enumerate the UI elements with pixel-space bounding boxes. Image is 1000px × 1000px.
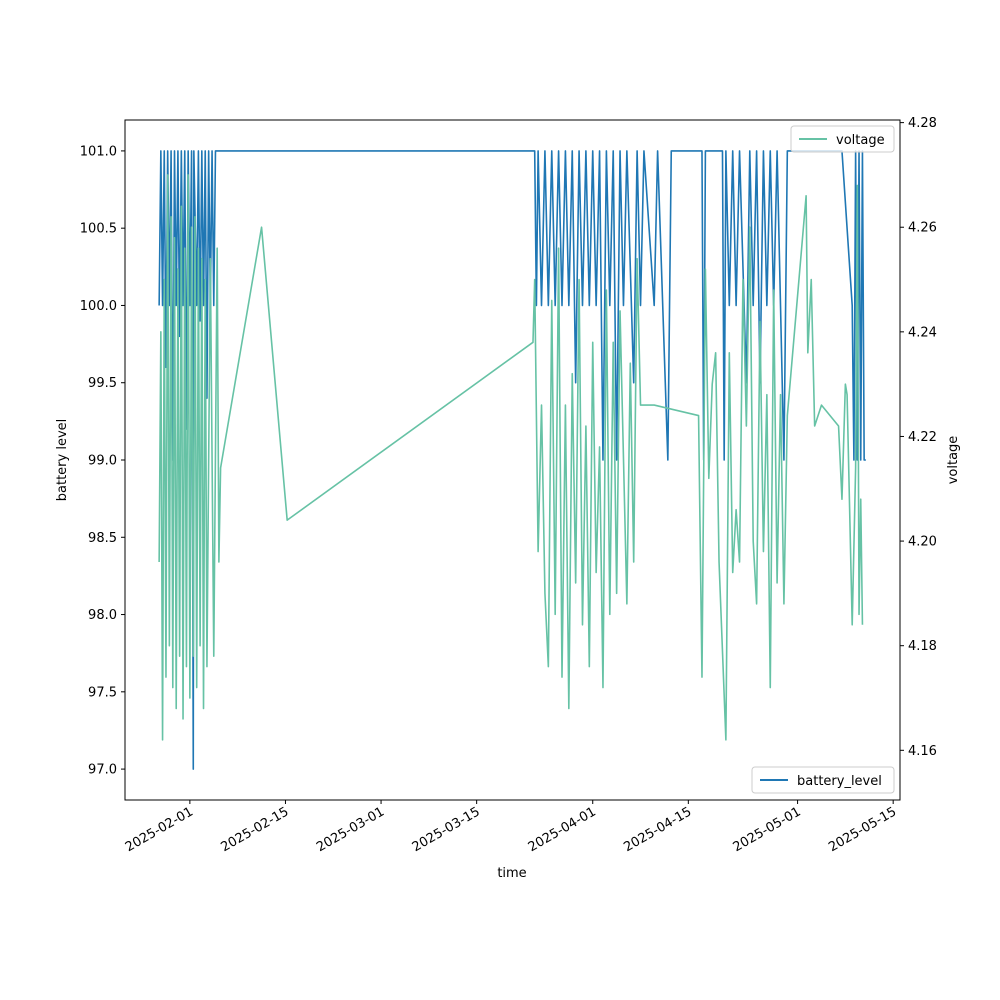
series-line-voltage xyxy=(158,174,864,741)
right-y-tick-label: 4.18 xyxy=(908,639,937,654)
right-y-tick-label: 4.22 xyxy=(908,430,937,445)
legend-voltage-box xyxy=(790,125,895,153)
left-y-tick-label: 97.5 xyxy=(88,685,117,700)
left-y-tick-label: 100.5 xyxy=(80,222,117,237)
right-y-axis: 4.16 4.18 4.20 4.22 4.24 4.26 4.28 xyxy=(900,116,937,759)
right-y-tick-label: 4.20 xyxy=(908,535,937,550)
left-y-tick-label: 100.0 xyxy=(80,299,117,314)
series-layer xyxy=(158,150,866,770)
left-y-tick-label: 98.5 xyxy=(88,531,117,546)
left-y-axis-title: battery level xyxy=(55,419,70,502)
right-y-tick-label: 4.26 xyxy=(908,221,937,236)
left-y-tick-label: 99.5 xyxy=(88,376,117,391)
legend-voltage-label: voltage xyxy=(836,133,885,148)
left-y-tick-label: 98.0 xyxy=(88,608,117,623)
left-y-tick-label: 99.0 xyxy=(88,454,117,469)
left-y-tick-label: 101.0 xyxy=(80,144,117,159)
right-y-tick-label: 4.16 xyxy=(908,744,937,759)
legend-battery-level-box xyxy=(751,766,895,794)
plot-area xyxy=(124,119,901,801)
right-y-tick-label: 4.28 xyxy=(908,116,937,131)
legend-battery-level: battery_level xyxy=(751,766,895,794)
right-y-axis-title: voltage xyxy=(946,436,961,485)
right-y-tick-label: 4.24 xyxy=(908,325,937,340)
legend-battery-level-label: battery_level xyxy=(797,774,882,789)
left-y-axis: 97.0 97.5 98.0 98.5 99.0 99.5 100.0 100.5 101.0 xyxy=(80,144,125,778)
left-y-tick-label: 97.0 xyxy=(88,763,117,778)
x-axis-title: time xyxy=(497,866,526,881)
legend-voltage: voltage xyxy=(790,125,895,153)
